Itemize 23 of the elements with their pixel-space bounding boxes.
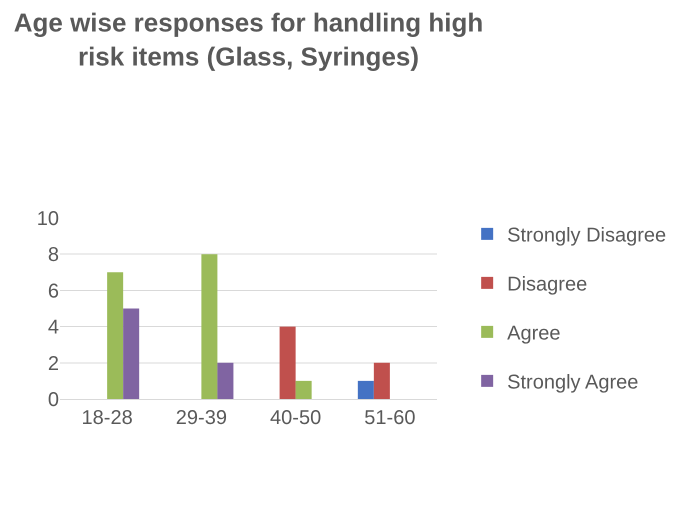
y-tick-label: 10 bbox=[36, 208, 59, 230]
x-tick-label: 29-39 bbox=[176, 407, 227, 429]
legend-label: Disagree bbox=[507, 274, 588, 296]
bar bbox=[296, 380, 312, 399]
x-tick-label: 51-60 bbox=[364, 407, 416, 429]
y-tick-label: 4 bbox=[48, 316, 59, 339]
chart-title: Age wise responses for handling high risk items (Glass, Syringes) bbox=[14, 8, 484, 72]
bar bbox=[358, 380, 374, 399]
bar bbox=[201, 254, 218, 399]
x-tick-label: 40-50 bbox=[270, 407, 322, 429]
legend-label: Strongly Agree bbox=[507, 372, 638, 394]
y-tick-label: 6 bbox=[48, 280, 59, 302]
bar bbox=[107, 272, 124, 399]
y-tick-label: 2 bbox=[48, 352, 59, 375]
bar bbox=[280, 326, 296, 399]
y-tick-label: 0 bbox=[48, 389, 59, 411]
legend-label: Agree bbox=[507, 322, 561, 345]
y-tick-label: 8 bbox=[48, 244, 59, 266]
bar bbox=[217, 362, 234, 399]
x-tick-label: 18-28 bbox=[82, 407, 133, 429]
bar bbox=[374, 362, 390, 399]
bar bbox=[123, 308, 140, 399]
legend-label: Strongly Disagree bbox=[507, 224, 666, 247]
